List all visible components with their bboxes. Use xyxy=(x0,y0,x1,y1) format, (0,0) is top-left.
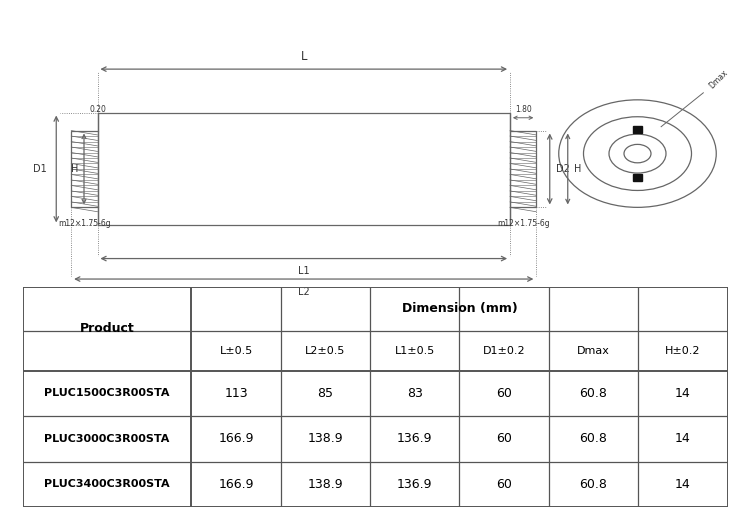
Text: H±0.2: H±0.2 xyxy=(665,346,700,356)
Text: 83: 83 xyxy=(406,387,423,400)
Bar xyxy=(632,126,643,133)
Text: 0.20: 0.20 xyxy=(89,104,106,114)
Text: 138.9: 138.9 xyxy=(308,432,344,445)
Bar xyxy=(98,113,510,225)
Text: 85: 85 xyxy=(317,387,334,400)
Text: 136.9: 136.9 xyxy=(397,478,433,490)
Text: 60.8: 60.8 xyxy=(580,432,608,445)
Text: Dimension (mm): Dimension (mm) xyxy=(401,303,518,315)
Text: 60: 60 xyxy=(496,432,512,445)
Text: L: L xyxy=(301,50,307,63)
Text: 1.80: 1.80 xyxy=(514,104,532,114)
Bar xyxy=(632,174,643,181)
Bar xyxy=(71,131,98,207)
Text: L1: L1 xyxy=(298,266,310,276)
Text: D1±0.2: D1±0.2 xyxy=(483,346,526,356)
Text: 166.9: 166.9 xyxy=(218,432,254,445)
Text: 136.9: 136.9 xyxy=(397,432,433,445)
Text: PLUC3400C3R00STA: PLUC3400C3R00STA xyxy=(44,479,170,489)
Text: L±0.5: L±0.5 xyxy=(220,346,253,356)
Text: D1: D1 xyxy=(34,164,47,174)
Text: L1±0.5: L1±0.5 xyxy=(394,346,435,356)
Text: 60: 60 xyxy=(496,387,512,400)
Text: 14: 14 xyxy=(675,432,691,445)
Text: PLUC3000C3R00STA: PLUC3000C3R00STA xyxy=(44,434,170,444)
Text: H: H xyxy=(574,164,581,174)
Text: L2±0.5: L2±0.5 xyxy=(305,346,346,356)
Text: 60: 60 xyxy=(496,478,512,490)
Text: 166.9: 166.9 xyxy=(218,478,254,490)
Text: L2: L2 xyxy=(298,287,310,297)
Text: PLUC1500C3R00STA: PLUC1500C3R00STA xyxy=(44,389,170,398)
Text: m12×1.75-6g: m12×1.75-6g xyxy=(496,219,550,228)
Text: m12×1.75-6g: m12×1.75-6g xyxy=(58,219,111,228)
Text: 60.8: 60.8 xyxy=(580,478,608,490)
Text: D2: D2 xyxy=(556,164,570,174)
Text: 60.8: 60.8 xyxy=(580,387,608,400)
Bar xyxy=(510,131,536,207)
Text: Dmax: Dmax xyxy=(577,346,610,356)
Text: H: H xyxy=(70,164,78,174)
Text: Dmax: Dmax xyxy=(707,68,729,90)
Text: Product: Product xyxy=(80,322,134,335)
Text: 113: 113 xyxy=(224,387,248,400)
Text: 138.9: 138.9 xyxy=(308,478,344,490)
Text: 14: 14 xyxy=(675,478,691,490)
Text: 14: 14 xyxy=(675,387,691,400)
